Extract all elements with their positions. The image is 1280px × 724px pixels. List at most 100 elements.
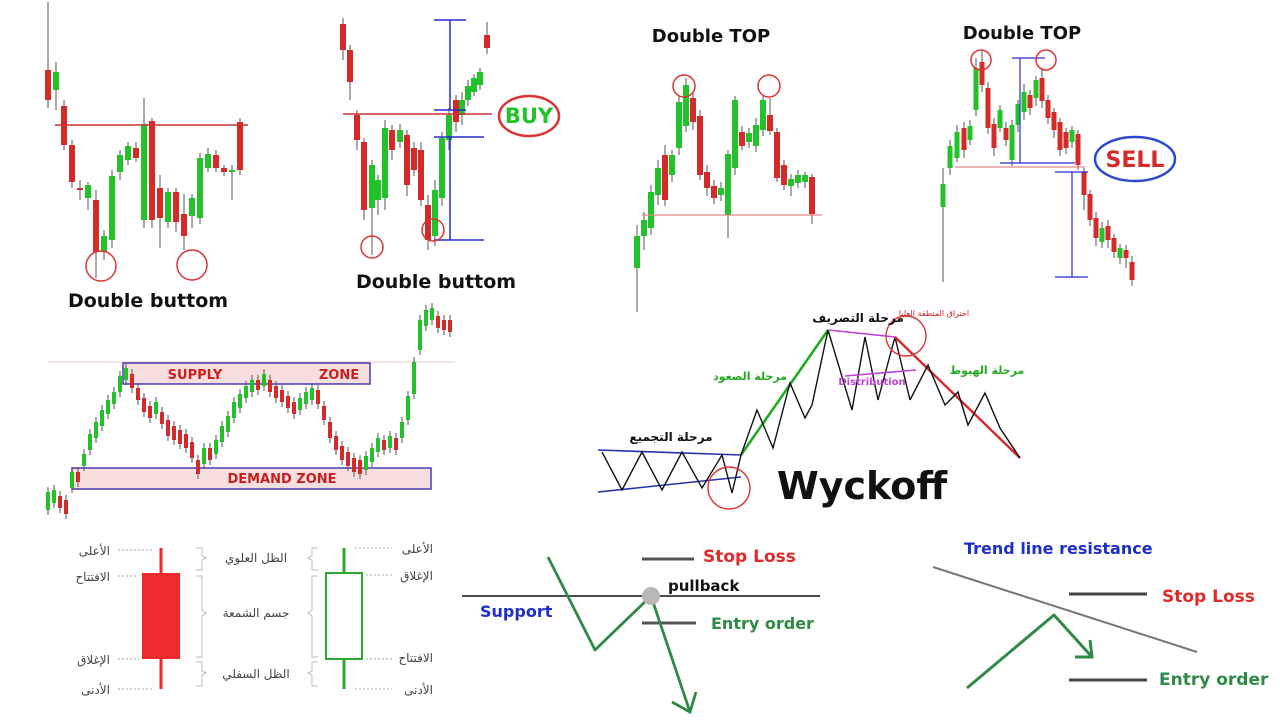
candle-body <box>370 448 374 462</box>
candle-body <box>347 50 353 82</box>
candle-body <box>767 115 773 131</box>
green-high-label: الأعلى <box>402 541 433 556</box>
candle-body <box>244 386 248 398</box>
candle-body <box>432 190 438 236</box>
candle-body <box>648 192 654 228</box>
candle-body <box>795 175 801 183</box>
candle-body <box>268 380 272 392</box>
candle-body <box>400 422 404 438</box>
distribution-top-line <box>827 329 896 338</box>
candle-body <box>118 376 122 392</box>
candle-body <box>226 416 230 432</box>
wyckoff-diagram: مرحلة التجميع مرحلة الصعود مرحلة التصريف… <box>597 309 1025 510</box>
red-open-label: الافتتاح <box>75 570 110 584</box>
red-high-label: الأعلى <box>79 543 110 558</box>
candle-body <box>940 184 946 207</box>
top-circle-1 <box>970 49 992 71</box>
candle-body <box>760 100 766 130</box>
candle-body <box>213 155 219 168</box>
candle-body <box>340 446 344 460</box>
body-label: جسم الشمعة <box>223 606 290 620</box>
candle-body <box>64 500 68 514</box>
pullback-marker <box>642 587 660 605</box>
candle-body <box>961 128 967 150</box>
candle-body <box>973 68 979 110</box>
candle-body <box>641 220 647 236</box>
candle-body <box>117 155 123 172</box>
top-circle-2 <box>1035 49 1057 71</box>
candle-body <box>45 70 51 100</box>
candle-body <box>465 86 471 100</box>
candle-body <box>136 388 140 400</box>
candle-body <box>1003 128 1009 140</box>
candle-body <box>809 177 815 214</box>
candle-body <box>76 472 80 482</box>
candle-body <box>397 130 403 142</box>
lower-wick-label: الظل السفلي <box>222 667 289 681</box>
candle-body <box>70 472 74 488</box>
demand-label: DEMAND ZONE <box>227 472 336 487</box>
bottom-circle-2 <box>421 218 445 242</box>
distribution-bottom-line <box>844 369 917 377</box>
candle-body <box>997 110 1003 128</box>
candle-body <box>1045 100 1051 118</box>
candle-body <box>101 236 107 252</box>
candle-body <box>425 205 431 240</box>
candle-body <box>979 62 985 85</box>
candle-body <box>1093 218 1099 238</box>
candle-body <box>205 154 211 168</box>
markup-path <box>740 329 829 456</box>
candle-body <box>93 200 99 252</box>
candle-body <box>256 380 260 390</box>
supply-label: SUPPLY <box>168 368 223 383</box>
candle-body <box>1009 125 1015 160</box>
candle-body <box>732 100 738 168</box>
green-close-label: الإغلاق <box>400 569 433 583</box>
candle-body <box>382 440 386 450</box>
candle-body <box>322 406 326 420</box>
red-low-label: الأدنى <box>81 682 110 697</box>
candle-body <box>196 460 200 474</box>
candle-body <box>190 442 194 458</box>
candle-body <box>406 396 410 420</box>
candle-body <box>424 310 428 326</box>
candle-body <box>404 135 410 185</box>
candle-body <box>418 320 422 350</box>
markdown-label: مرحلة الهبوط <box>950 364 1025 377</box>
candle-body <box>354 115 360 140</box>
candle-body <box>802 175 808 182</box>
candle-body <box>991 124 997 148</box>
candle-body <box>436 316 440 328</box>
support-label: Support <box>480 602 553 621</box>
candle-body <box>100 410 104 426</box>
stop-loss-label: Stop Loss <box>703 547 796 567</box>
candle-body <box>683 85 689 126</box>
candle-body <box>173 192 179 222</box>
candle-body <box>788 179 794 186</box>
candle-body <box>430 308 434 320</box>
green-open-label: الافتتاح <box>398 651 433 665</box>
caption-double-bottom-1: Double buttom <box>68 290 228 312</box>
candle-body <box>442 320 446 330</box>
supply-demand-chart: SUPPLY ZONE DEMAND ZONE <box>46 303 455 519</box>
candle-body <box>711 186 717 198</box>
candle-body <box>94 422 98 438</box>
entry-label: Entry order <box>711 614 814 633</box>
entry-label: Entry order <box>1159 670 1269 690</box>
candle-body <box>130 374 134 388</box>
candle-body <box>142 398 146 412</box>
candle-body <box>484 35 490 48</box>
candle-body <box>46 492 50 510</box>
candle-body <box>1081 172 1087 195</box>
candle-body <box>1117 248 1123 258</box>
candle-body <box>316 390 320 404</box>
candle-body <box>1015 104 1021 125</box>
price-arrowhead <box>671 691 698 715</box>
candle-body <box>125 146 131 160</box>
double-bottom-chart-2: BUY Double buttom <box>340 18 561 293</box>
candle-body <box>662 155 668 200</box>
candle-body <box>298 398 302 410</box>
candle-body <box>446 115 452 140</box>
candle-body <box>274 386 278 398</box>
